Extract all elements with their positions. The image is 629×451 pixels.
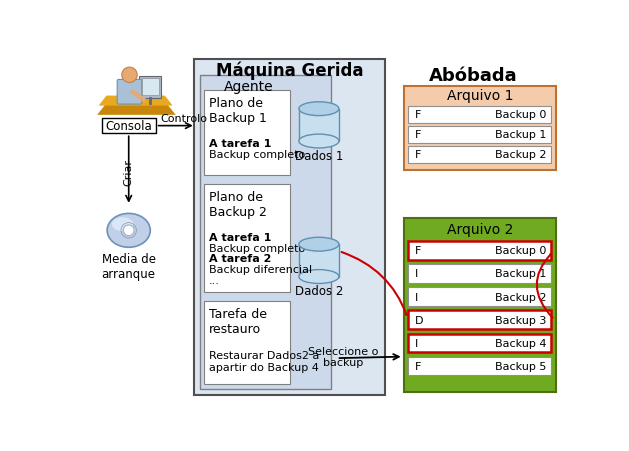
Text: F: F [415,110,421,120]
Text: Plano de
Backup 2: Plano de Backup 2 [209,191,267,219]
Text: Media de
arranque: Media de arranque [102,253,156,280]
Text: I: I [415,292,418,302]
Bar [408,106,552,123]
Bar [408,311,552,329]
Text: Dados 2: Dados 2 [295,285,343,298]
Text: I: I [415,269,418,279]
Bar [204,91,291,175]
Bar [200,76,331,389]
Bar [408,242,552,260]
Text: Máquina Gerida: Máquina Gerida [216,62,364,80]
Text: Tarefa de
restauro: Tarefa de restauro [209,308,267,336]
Text: Backup 0: Backup 0 [496,110,547,120]
Bar [194,60,385,395]
FancyBboxPatch shape [117,80,142,105]
Text: Backup 1: Backup 1 [496,269,547,279]
Text: A tarefa 1: A tarefa 1 [209,138,271,149]
Bar [408,334,552,352]
Text: Dados 1: Dados 1 [295,149,343,162]
Text: D: D [415,315,423,325]
Text: Backup diferencial: Backup diferencial [209,265,312,275]
Circle shape [123,226,134,236]
FancyArrowPatch shape [342,253,406,315]
Text: Backup 2: Backup 2 [495,150,547,160]
Text: Backup 3: Backup 3 [496,315,547,325]
Bar [142,79,159,96]
Bar [404,87,556,171]
Bar [408,146,552,163]
Text: ...: ... [209,276,220,285]
Text: Restaurar Dados2 a
apartir do Backup 4: Restaurar Dados2 a apartir do Backup 4 [209,351,319,372]
Text: Backup 5: Backup 5 [496,361,547,371]
Polygon shape [97,104,175,115]
Text: Agente: Agente [224,79,274,93]
Text: Arquivo 1: Arquivo 1 [447,89,513,102]
Text: F: F [415,361,421,371]
Text: Criar: Criar [123,158,133,185]
Text: F: F [415,246,421,256]
Polygon shape [99,97,172,106]
Bar [408,288,552,306]
Text: Backup completo: Backup completo [209,149,305,159]
FancyArrowPatch shape [537,254,553,318]
Text: Controlo: Controlo [160,113,208,123]
Ellipse shape [299,135,339,149]
Bar [204,185,291,292]
Circle shape [122,68,137,83]
Bar [408,126,552,143]
Text: Backup completo: Backup completo [209,243,305,253]
Text: Consola: Consola [105,120,152,133]
Bar [102,119,155,134]
Ellipse shape [107,214,150,248]
Text: Backup 0: Backup 0 [496,246,547,256]
Text: Seleccione o
backup: Seleccione o backup [308,346,378,368]
Bar [299,110,339,142]
Text: Arquivo 2: Arquivo 2 [447,222,513,236]
Text: F: F [415,130,421,140]
Bar [299,244,339,277]
Text: F: F [415,150,421,160]
Bar [204,302,291,385]
Ellipse shape [299,102,339,116]
Bar [404,219,556,392]
Text: I: I [415,338,418,348]
Ellipse shape [299,270,339,284]
Ellipse shape [299,238,339,252]
Text: A tarefa 2: A tarefa 2 [209,254,271,264]
Text: Abóbada: Abóbada [428,66,517,84]
Text: Plano de
Backup 1: Plano de Backup 1 [209,97,267,125]
Bar [408,265,552,283]
Text: A tarefa 1: A tarefa 1 [209,232,271,242]
Text: Backup 4: Backup 4 [495,338,547,348]
Bar [140,77,161,99]
Ellipse shape [112,218,133,232]
Bar [408,357,552,375]
Text: Backup 1: Backup 1 [496,130,547,140]
Text: Backup 2: Backup 2 [495,292,547,302]
